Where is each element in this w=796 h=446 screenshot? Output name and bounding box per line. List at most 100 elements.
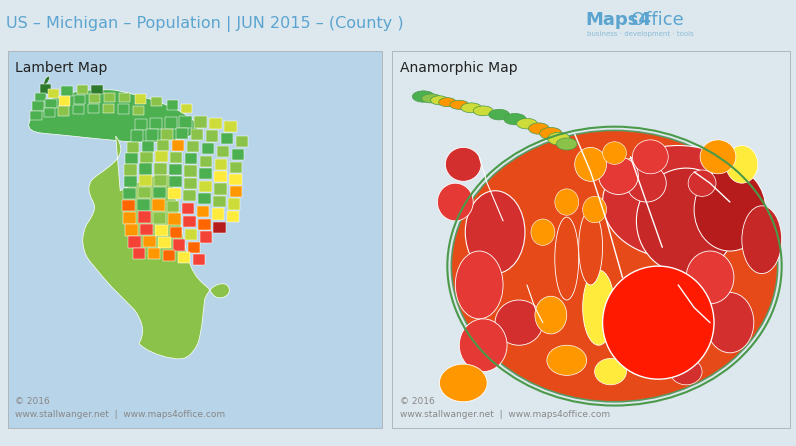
- Bar: [119, 93, 131, 102]
- Bar: [77, 85, 88, 95]
- Bar: [202, 143, 214, 154]
- Bar: [162, 250, 175, 261]
- Bar: [35, 93, 46, 102]
- Bar: [165, 117, 177, 128]
- Ellipse shape: [556, 138, 577, 150]
- Bar: [48, 89, 59, 98]
- Polygon shape: [43, 76, 50, 90]
- Bar: [154, 187, 166, 198]
- Bar: [172, 140, 185, 151]
- Bar: [217, 145, 229, 157]
- Bar: [103, 104, 114, 113]
- Bar: [142, 140, 154, 152]
- Ellipse shape: [461, 103, 482, 113]
- Bar: [214, 183, 227, 194]
- Bar: [118, 104, 129, 114]
- Ellipse shape: [495, 300, 543, 345]
- Bar: [151, 97, 162, 106]
- Ellipse shape: [422, 94, 442, 103]
- Bar: [170, 176, 181, 187]
- Bar: [214, 171, 227, 182]
- Ellipse shape: [686, 251, 734, 304]
- Bar: [191, 128, 203, 140]
- Bar: [170, 164, 181, 175]
- Bar: [140, 223, 153, 235]
- Bar: [188, 242, 201, 253]
- Ellipse shape: [529, 123, 549, 134]
- Bar: [170, 152, 182, 163]
- Bar: [89, 94, 100, 103]
- Bar: [215, 159, 228, 170]
- Ellipse shape: [694, 168, 766, 251]
- Ellipse shape: [412, 91, 435, 102]
- Ellipse shape: [595, 359, 626, 385]
- Text: business · development · tools: business · development · tools: [587, 31, 694, 37]
- Ellipse shape: [555, 217, 579, 300]
- Bar: [139, 163, 152, 174]
- Bar: [205, 130, 218, 142]
- Text: Anamorphic Map: Anamorphic Map: [400, 61, 517, 75]
- Ellipse shape: [583, 270, 615, 345]
- Ellipse shape: [624, 345, 660, 376]
- Bar: [170, 227, 182, 238]
- Bar: [154, 163, 167, 174]
- Bar: [212, 208, 224, 220]
- Ellipse shape: [451, 130, 778, 402]
- Bar: [143, 235, 155, 247]
- Bar: [88, 104, 99, 113]
- Bar: [194, 116, 207, 128]
- Bar: [199, 168, 212, 179]
- Bar: [158, 237, 170, 248]
- Bar: [176, 128, 188, 139]
- Ellipse shape: [579, 210, 603, 285]
- Ellipse shape: [626, 165, 666, 202]
- Text: Lambert Map: Lambert Map: [15, 61, 107, 75]
- Ellipse shape: [446, 147, 481, 182]
- Bar: [133, 106, 144, 115]
- Bar: [199, 181, 212, 192]
- Bar: [154, 175, 167, 186]
- Text: Maps4: Maps4: [585, 11, 651, 29]
- Bar: [198, 219, 211, 230]
- Ellipse shape: [459, 319, 507, 372]
- Bar: [44, 108, 55, 117]
- Bar: [182, 203, 194, 214]
- Bar: [185, 178, 197, 189]
- Bar: [183, 216, 196, 227]
- Ellipse shape: [742, 206, 782, 274]
- Ellipse shape: [555, 189, 579, 215]
- Bar: [155, 225, 167, 236]
- Ellipse shape: [465, 191, 525, 274]
- Bar: [167, 100, 178, 110]
- Bar: [125, 153, 138, 165]
- Bar: [133, 248, 145, 259]
- Ellipse shape: [439, 364, 487, 402]
- Bar: [40, 84, 51, 94]
- Ellipse shape: [688, 170, 716, 196]
- Bar: [230, 186, 242, 197]
- Ellipse shape: [700, 140, 736, 174]
- Ellipse shape: [583, 196, 607, 223]
- Bar: [168, 213, 181, 225]
- Bar: [127, 142, 139, 153]
- Bar: [124, 165, 137, 176]
- Bar: [59, 96, 70, 106]
- Bar: [124, 176, 137, 187]
- Bar: [74, 95, 85, 104]
- Bar: [232, 149, 244, 160]
- Ellipse shape: [603, 145, 754, 259]
- Bar: [135, 119, 147, 130]
- Bar: [179, 116, 192, 128]
- Bar: [137, 199, 150, 211]
- Bar: [213, 222, 225, 233]
- Bar: [161, 128, 174, 140]
- Bar: [61, 86, 72, 95]
- Polygon shape: [83, 136, 229, 359]
- Text: US – Michigan – Population | JUN 2015 – (County ): US – Michigan – Population | JUN 2015 – …: [6, 16, 404, 32]
- Bar: [230, 162, 242, 173]
- Ellipse shape: [603, 266, 714, 379]
- Bar: [148, 248, 160, 259]
- Bar: [104, 93, 115, 102]
- Ellipse shape: [726, 145, 758, 183]
- Bar: [229, 174, 242, 185]
